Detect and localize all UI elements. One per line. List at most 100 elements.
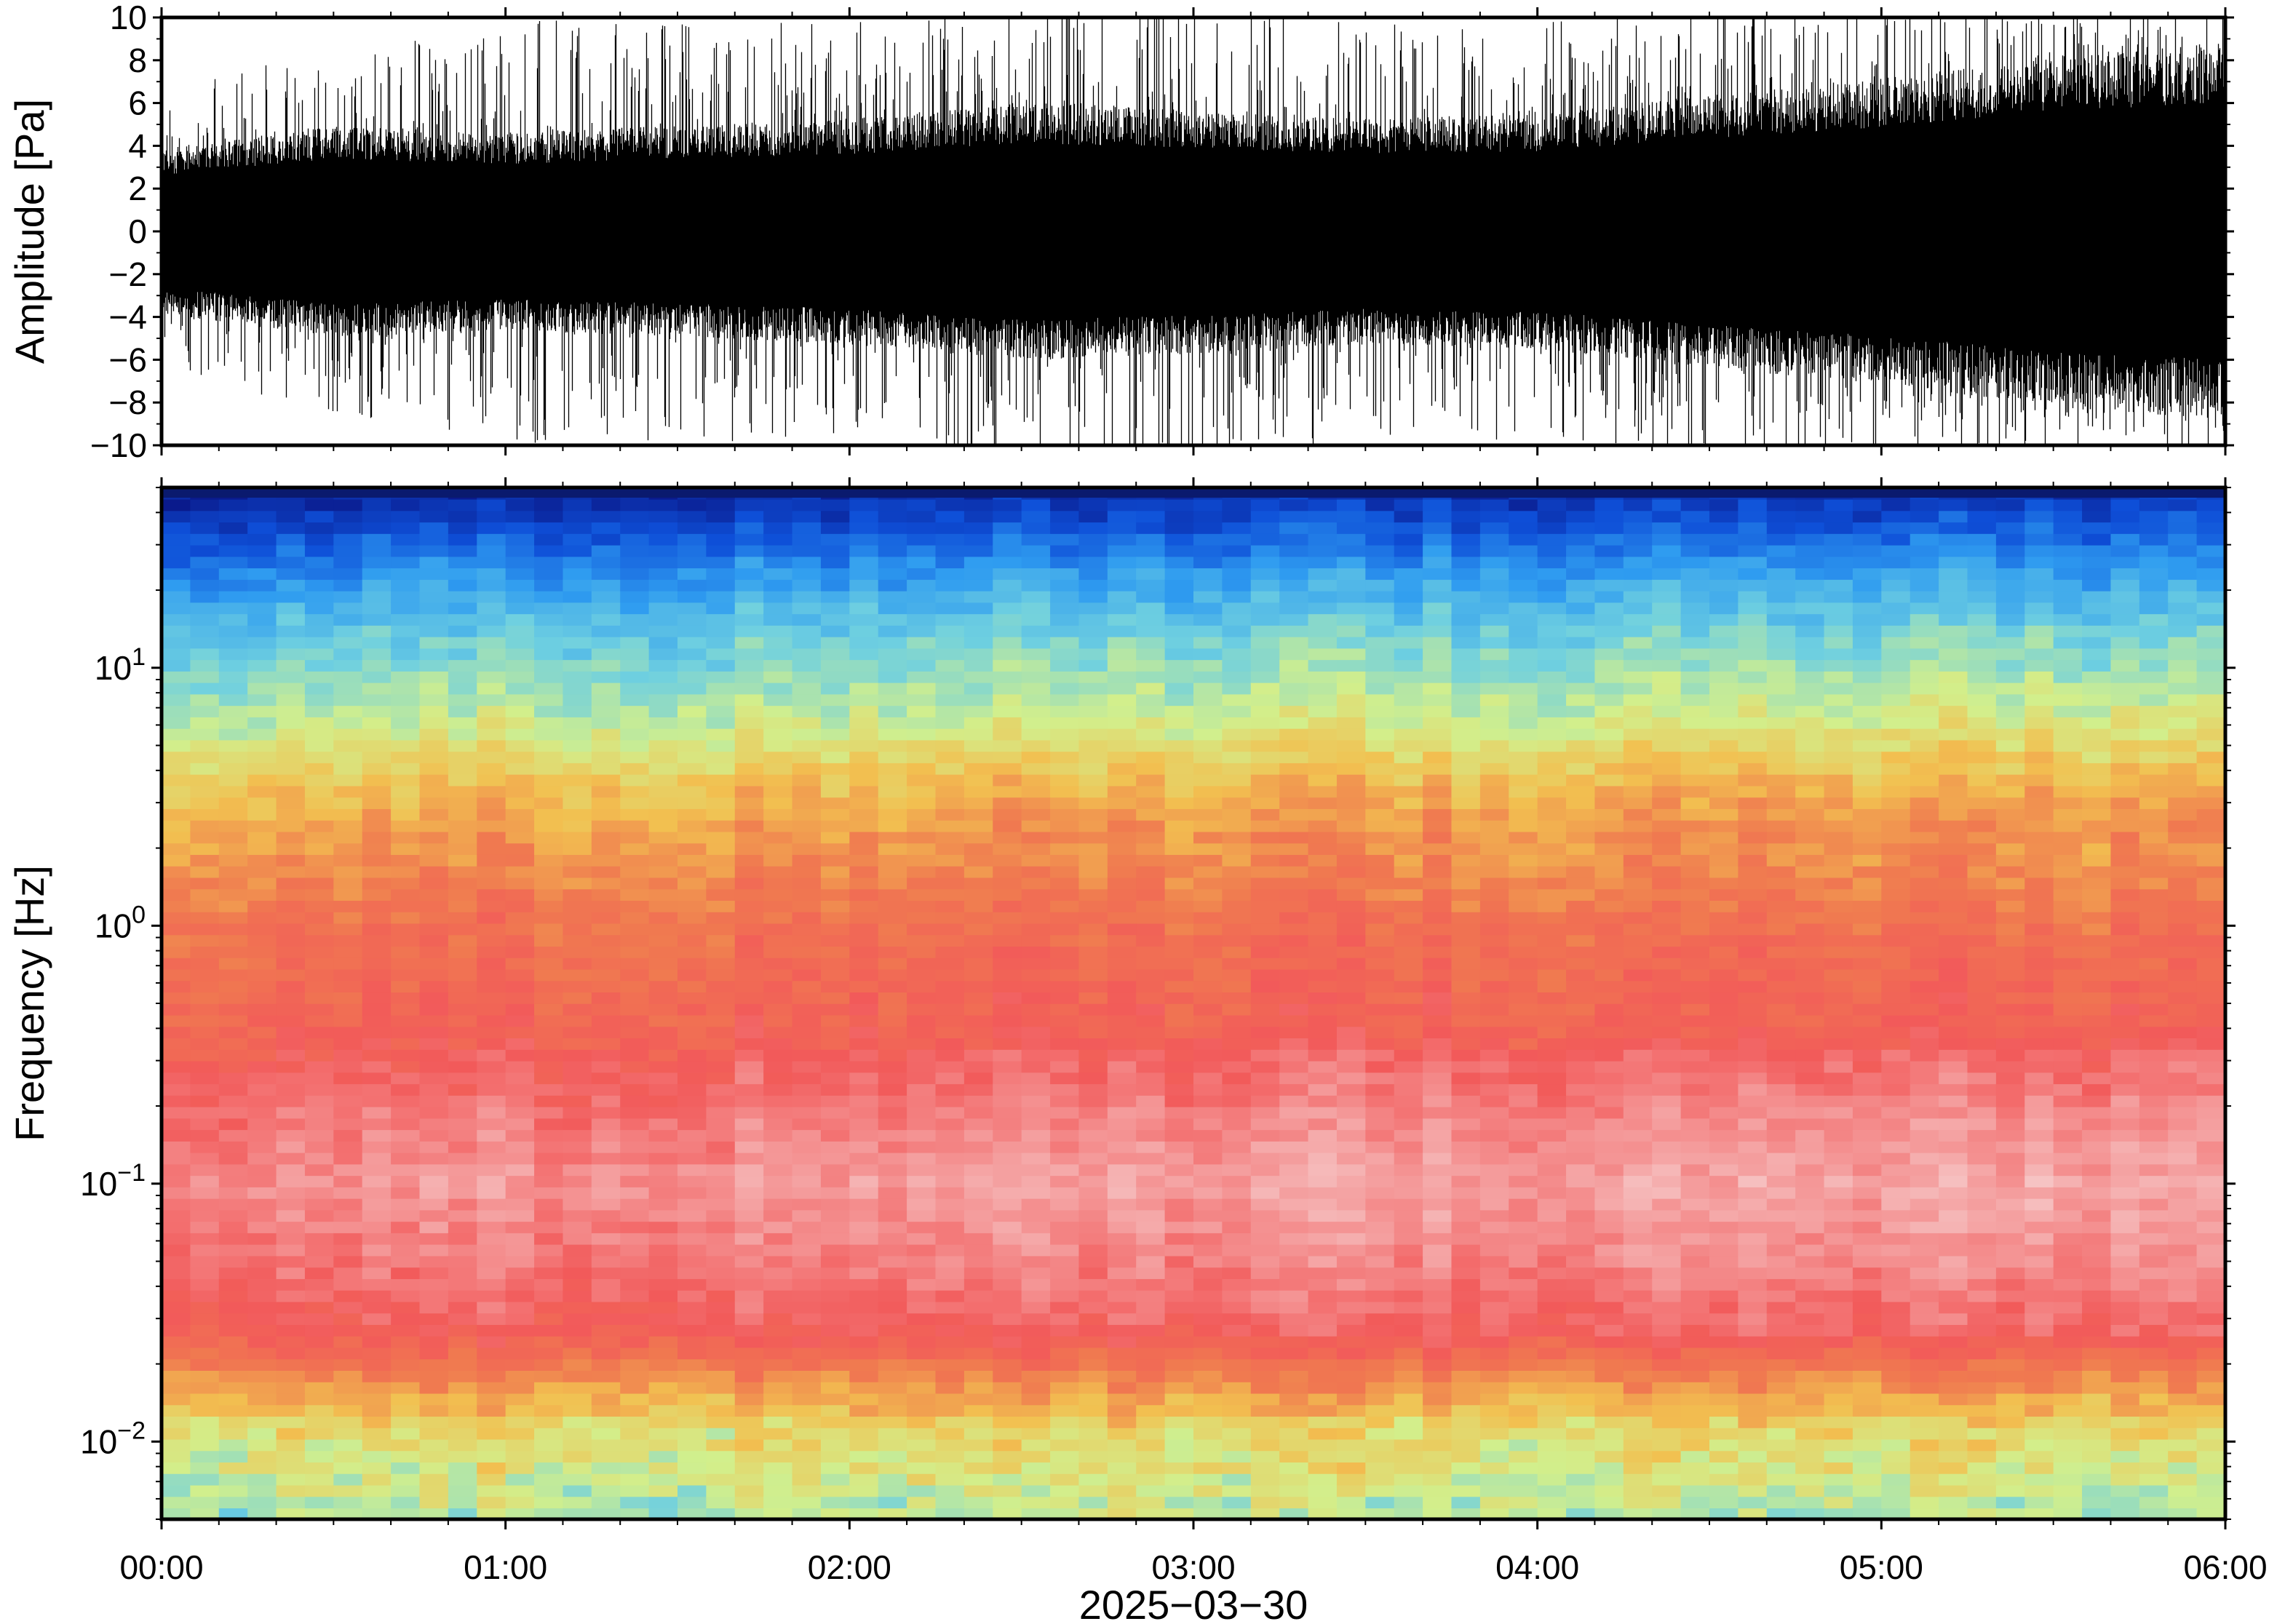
spectrogram-cell xyxy=(1250,1370,1280,1382)
spectrogram-cell xyxy=(1680,1484,1710,1497)
spectrogram-cell xyxy=(1336,946,1367,958)
spectrogram-cell xyxy=(963,1095,994,1107)
spectrogram-cell xyxy=(477,1026,506,1039)
spectrogram-cell xyxy=(963,648,994,661)
spectrogram-cell xyxy=(734,648,764,661)
spectrogram-cell xyxy=(1279,1049,1309,1062)
spectrogram-cell xyxy=(304,900,335,912)
spectrogram-cell xyxy=(1594,1233,1624,1245)
spectrogram-cell xyxy=(304,625,335,637)
spectrogram-cell xyxy=(276,1404,306,1417)
spectrogram-cell xyxy=(1193,843,1223,855)
spectrogram-cell xyxy=(734,1083,764,1096)
spectrogram-cell xyxy=(190,808,220,821)
spectrogram-cell xyxy=(247,923,277,936)
spectrogram-cell xyxy=(1423,1003,1453,1016)
spectrogram-cell xyxy=(1050,763,1080,775)
spectrogram-cell xyxy=(1078,1438,1108,1452)
spectrogram-cell xyxy=(1623,1118,1653,1131)
spectrogram-cell xyxy=(1078,1014,1108,1027)
spectrogram-cell xyxy=(1107,1313,1137,1325)
spectrogram-cell xyxy=(362,1014,392,1027)
spectrogram-cell xyxy=(477,682,506,695)
spectrogram-cell xyxy=(162,865,191,878)
spectrogram-cell xyxy=(620,602,650,615)
spectrogram-cell xyxy=(1365,1209,1395,1222)
spectrogram-cell xyxy=(247,1267,277,1279)
spectrogram-cell xyxy=(218,968,248,982)
spectrogram-cell xyxy=(963,808,994,821)
spectrogram-cell xyxy=(1394,957,1423,970)
spectrogram-cell xyxy=(1308,1358,1338,1371)
spectrogram-cell xyxy=(1136,636,1166,649)
spectrogram-cell xyxy=(1164,671,1194,683)
spectrogram-cell xyxy=(677,1301,707,1314)
spectrogram-cell xyxy=(1623,1083,1653,1096)
spectrogram-cell xyxy=(1279,865,1309,878)
spectrogram-cell xyxy=(878,1450,907,1463)
spectrogram-cell xyxy=(1594,636,1624,649)
spectrogram-cell xyxy=(1050,636,1080,649)
spectrogram-cell xyxy=(362,1198,392,1211)
spectrogram-cell xyxy=(963,1026,994,1039)
spectrogram-cell xyxy=(1451,1462,1481,1474)
spectrogram-cell xyxy=(1623,980,1653,993)
spectrogram-cell xyxy=(1222,693,1252,706)
spectrogram-cell xyxy=(1566,1014,1596,1027)
spectrogram-cell xyxy=(276,705,306,717)
spectrogram-cell xyxy=(1107,968,1137,982)
spectrogram-cell xyxy=(734,659,764,672)
spectrogram-cell xyxy=(1680,693,1710,706)
spectrogram-cell xyxy=(706,717,736,729)
spectrogram-cell xyxy=(1594,1129,1624,1142)
spectrogram-cell xyxy=(534,1473,564,1486)
spectrogram-cell xyxy=(878,648,907,661)
spectrogram-cell xyxy=(706,1049,736,1062)
spectrogram-cell xyxy=(1107,1381,1137,1394)
spectrogram-cell xyxy=(620,1404,650,1417)
spectrogram-cell xyxy=(190,980,220,993)
spectrogram-cell xyxy=(162,682,191,695)
spectrogram-cell xyxy=(162,957,191,970)
spectrogram-cell xyxy=(763,498,793,512)
spectrogram-cell xyxy=(677,911,707,924)
spectrogram-cell xyxy=(190,590,220,603)
spectrogram-cell xyxy=(1193,510,1223,523)
spectrogram-cell xyxy=(1050,544,1080,557)
spectrogram-cell xyxy=(1336,636,1367,649)
spectrogram-cell xyxy=(1680,1473,1710,1486)
spectrogram-cell xyxy=(304,992,335,1004)
spectrogram-cell xyxy=(820,843,851,855)
spectrogram-cell xyxy=(878,957,907,970)
spectrogram-cell xyxy=(1365,1358,1395,1371)
spectrogram-cell xyxy=(162,923,191,936)
spectrogram-cell xyxy=(1537,1118,1567,1131)
spectrogram-cell xyxy=(362,1106,392,1119)
spectrogram-cell xyxy=(534,510,564,523)
spectrogram-cell xyxy=(448,923,478,936)
spectrogram-cell xyxy=(304,1393,335,1406)
spectrogram-cell xyxy=(648,1152,678,1165)
spectrogram-cell xyxy=(362,1243,392,1257)
spectrogram-cell xyxy=(1566,934,1596,947)
spectrogram-cell xyxy=(1566,1026,1596,1039)
spectrogram-cell xyxy=(1164,1473,1194,1486)
spectrogram-cell xyxy=(1594,728,1624,741)
spectrogram-cell xyxy=(477,1496,506,1509)
spectrogram-cell xyxy=(448,1313,478,1325)
spectrogram-cell xyxy=(218,625,248,637)
spectrogram-cell xyxy=(1537,648,1567,661)
spectrogram-cell xyxy=(419,1484,449,1497)
spectrogram-cell xyxy=(706,533,736,546)
spectrogram-cell xyxy=(1336,717,1367,729)
spectrogram-cell xyxy=(1594,1324,1624,1337)
spectrogram-cell xyxy=(993,1370,1022,1382)
spectrogram-cell xyxy=(391,1473,421,1486)
spectrogram-cell xyxy=(1423,831,1453,844)
spectrogram-cell xyxy=(935,1347,965,1360)
spectrogram-cell xyxy=(505,533,535,546)
spectrogram-cell xyxy=(1479,934,1510,947)
spectrogram-cell xyxy=(391,522,421,534)
spectrogram-cell xyxy=(1193,1358,1223,1371)
spectrogram-cell xyxy=(304,751,335,763)
